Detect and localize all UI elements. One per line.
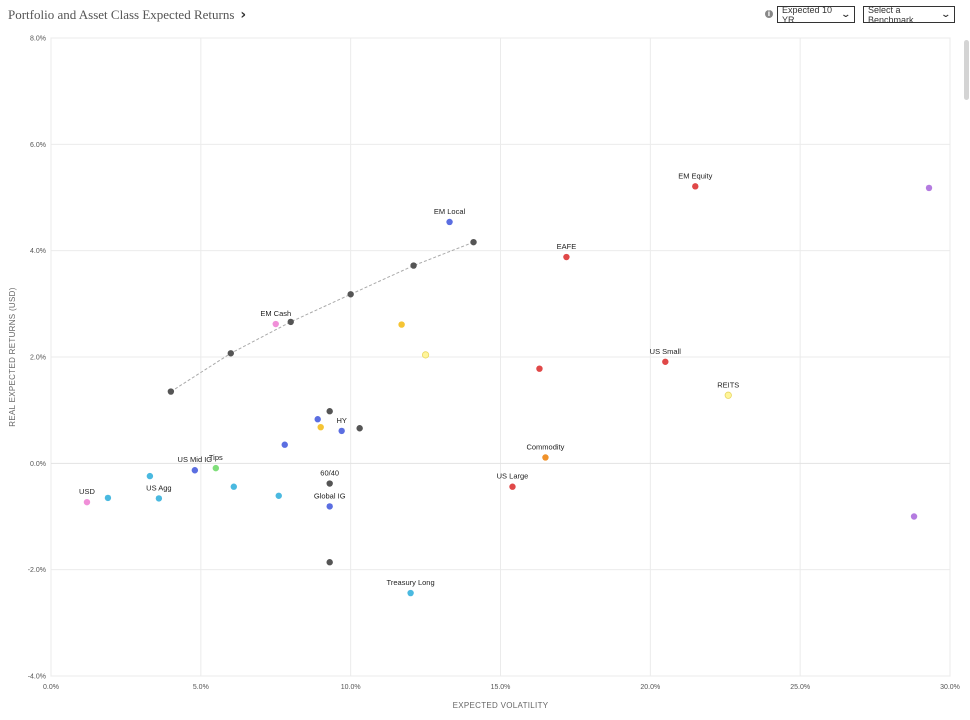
x-tick-label: 30.0% — [940, 684, 960, 691]
point-label: US Small — [650, 347, 682, 356]
scatter-point[interactable] — [356, 425, 363, 432]
x-tick-label: 10.0% — [341, 684, 361, 691]
scatter-point[interactable] — [326, 559, 333, 566]
page-title[interactable]: Portfolio and Asset Class Expected Retur… — [8, 7, 246, 23]
frontier-point[interactable] — [470, 238, 477, 246]
frontier-point[interactable] — [410, 262, 417, 269]
y-tick-label: -2.0% — [28, 567, 46, 574]
efficient-frontier — [167, 238, 477, 395]
point-label: Commodity — [526, 442, 564, 451]
y-tick-label: 4.0% — [30, 248, 46, 255]
scatter-point[interactable] — [314, 416, 321, 423]
chevron-down-icon: ⌄ — [840, 9, 852, 20]
point-tips[interactable] — [212, 464, 220, 472]
frontier-point[interactable] — [347, 291, 354, 298]
point-label: HY — [336, 416, 346, 425]
point-label: EAFE — [557, 242, 577, 251]
benchmark-select[interactable]: Select a Benchmark ⌄ — [863, 4, 955, 25]
point-reits[interactable] — [724, 391, 732, 399]
x-axis-title: EXPECTED VOLATILITY — [453, 701, 549, 710]
point-em-equity[interactable] — [692, 183, 699, 190]
y-tick-label: 2.0% — [30, 355, 46, 362]
scatter-point[interactable] — [281, 441, 288, 448]
y-axis-title: REAL EXPECTED RETURNS (USD) — [8, 287, 17, 426]
point-label: EM Local — [434, 207, 466, 216]
frontier-point[interactable] — [167, 388, 175, 395]
x-tick-label: 25.0% — [790, 684, 810, 691]
y-tick-label: 6.0% — [30, 142, 46, 149]
point-label: Tips — [209, 453, 223, 462]
point-label: Treasury Long — [387, 578, 435, 587]
chart-axes: 0.0% 5.0% 10.0% 15.0% 20.0% 25.0% 30.0% 8.0% 6.0… — [28, 36, 960, 692]
point-em-cash[interactable] — [272, 320, 279, 328]
scatter-point[interactable] — [104, 494, 112, 502]
scatter-point[interactable] — [421, 351, 430, 359]
y-tick-label: -4.0% — [28, 674, 46, 681]
benchmark-select-value: Select a Benchmark — [868, 4, 914, 25]
point-us-large[interactable] — [509, 483, 516, 490]
point-label: EM Cash — [260, 309, 291, 318]
point-label: 60/40 — [320, 469, 339, 478]
point-label: EM Equity — [678, 171, 712, 180]
point-us-mid-ig[interactable] — [191, 467, 199, 474]
chevron-down-icon: ⌄ — [940, 9, 952, 20]
point-global-ig[interactable] — [326, 503, 333, 510]
scatter-point[interactable] — [398, 321, 405, 328]
point-us-agg[interactable] — [155, 495, 163, 502]
y-tick-label: 8.0% — [30, 36, 46, 43]
x-tick-label: 20.0% — [640, 684, 660, 691]
point-label: US Agg — [146, 483, 171, 492]
scatter-points — [83, 183, 933, 597]
scatter-point[interactable] — [275, 492, 282, 499]
chevron-right-icon[interactable]: › — [240, 7, 247, 23]
point-hy[interactable] — [338, 427, 345, 435]
point-eafe[interactable] — [563, 253, 570, 261]
scatter-point[interactable] — [146, 472, 154, 480]
x-tick-label: 15.0% — [491, 684, 511, 691]
point-label: REITS — [717, 380, 739, 389]
frontier-point[interactable] — [227, 350, 234, 357]
chart-grid — [50, 37, 951, 677]
point-commodity[interactable] — [542, 454, 549, 461]
frontier-line — [170, 241, 474, 393]
point-label: US Large — [497, 472, 529, 481]
horizon-select[interactable]: Expected 10 YR ⌄ — [777, 4, 855, 25]
point-us-small[interactable] — [662, 358, 669, 365]
scatter-point[interactable] — [536, 365, 543, 372]
point-60-40[interactable] — [326, 480, 333, 487]
page-title-text[interactable]: Portfolio and Asset Class Expected Retur… — [8, 7, 235, 22]
scatter-point[interactable] — [326, 408, 333, 415]
point-treasury-long[interactable] — [407, 589, 414, 597]
frontier-point[interactable] — [287, 318, 294, 326]
point-em-local[interactable] — [446, 218, 453, 226]
horizon-select-value: Expected 10 YR — [782, 4, 833, 25]
x-tick-label: 5.0% — [193, 684, 209, 691]
scatter-point[interactable] — [910, 513, 918, 520]
scatter-point[interactable] — [925, 184, 933, 192]
point-label: US Mid IG — [178, 455, 213, 464]
point-label: USD — [79, 487, 95, 496]
scrollbar[interactable] — [964, 40, 969, 100]
scatter-point[interactable] — [230, 483, 237, 490]
point-usd[interactable] — [83, 498, 91, 506]
info-icon[interactable]: i — [765, 10, 773, 18]
scatter-point[interactable] — [317, 423, 324, 431]
chart-header: Portfolio and Asset Class Expected Retur… — [0, 0, 970, 32]
x-tick-label: 0.0% — [43, 684, 59, 691]
y-tick-label: 0.0% — [30, 461, 46, 468]
point-label: Global IG — [314, 491, 346, 500]
